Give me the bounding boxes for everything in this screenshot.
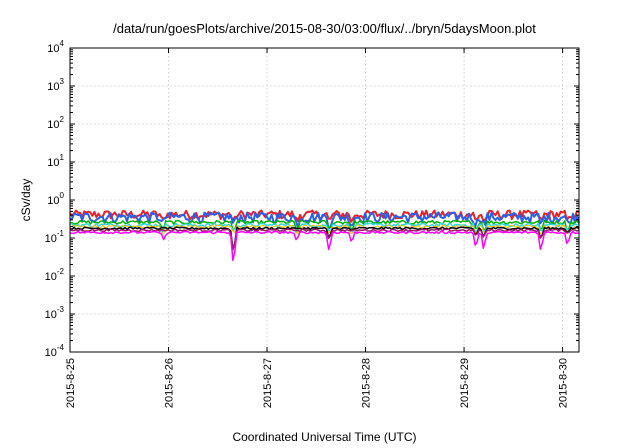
- y-tick-label: 10-2: [45, 267, 65, 283]
- x-axis-label: Coordinated Universal Time (UTC): [232, 430, 416, 444]
- series-line: [69, 211, 580, 230]
- series-line: [69, 226, 580, 251]
- series-line: [69, 228, 580, 251]
- grid: [70, 48, 579, 352]
- x-tick-label: 2015-8-30: [558, 358, 570, 408]
- series-line: [69, 230, 580, 262]
- chart-title: /data/run/goesPlots/archive/2015-08-30/0…: [113, 21, 536, 36]
- x-tick-label: 2015-8-25: [65, 358, 77, 408]
- y-tick-label: 104: [47, 39, 64, 55]
- axis-ticks: 10-4 10-3 10-2 10-1 100 101 102 103 104 2015-8-25…: [45, 39, 579, 408]
- y-tick-label: 10-3: [45, 305, 65, 321]
- y-tick-label: 100: [47, 191, 64, 207]
- series-layer: [69, 209, 580, 262]
- y-tick-label: 102: [47, 115, 64, 131]
- y-tick-label: 103: [47, 77, 64, 93]
- x-tick-label: 2015-8-26: [164, 358, 176, 408]
- x-tick-label: 2015-8-27: [262, 358, 274, 408]
- x-tick-label: 2015-8-29: [459, 358, 471, 408]
- y-axis-label: cSv/day: [19, 179, 33, 222]
- series-line: [70, 219, 580, 231]
- y-tick-label: 101: [47, 153, 64, 169]
- y-tick-label: 10-4: [45, 343, 65, 359]
- x-tick-label: 2015-8-28: [361, 358, 373, 408]
- y-tick-label: 10-1: [45, 229, 65, 245]
- series-line: [69, 222, 580, 234]
